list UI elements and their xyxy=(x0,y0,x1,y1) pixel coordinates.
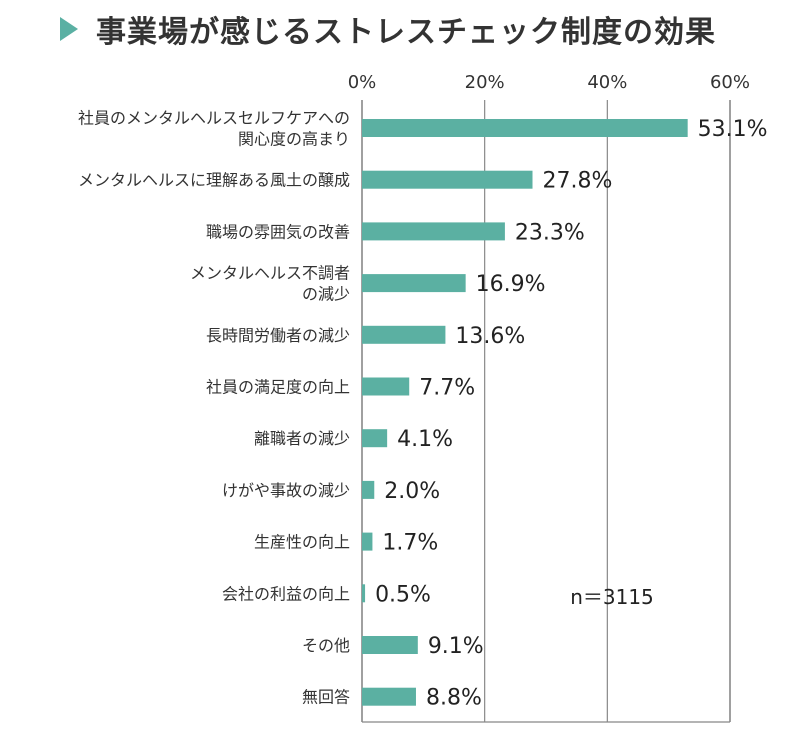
category-label: 社員のメンタルヘルスセルフケアへの xyxy=(78,109,350,128)
bar xyxy=(362,584,366,603)
bar xyxy=(362,222,505,241)
category-label: メンタルヘルス不調者 xyxy=(190,264,350,283)
category-label: 社員の満足度の向上 xyxy=(206,378,350,397)
category-label: 長時間労働者の減少 xyxy=(206,326,350,345)
x-tick-label: 20% xyxy=(465,72,505,93)
category-label: 生産性の向上 xyxy=(254,533,350,552)
data-label: 1.7% xyxy=(382,531,438,556)
category-label: 無回答 xyxy=(302,688,350,707)
category-label: 職場の雰囲気の改善 xyxy=(206,222,350,241)
data-label: 8.8% xyxy=(426,686,482,711)
triangle-marker-icon xyxy=(60,17,78,41)
chart-title: 事業場が感じるストレスチェック制度の効果 xyxy=(96,15,716,50)
data-label: 16.9% xyxy=(476,272,546,297)
bar xyxy=(362,687,416,706)
bar xyxy=(362,377,410,396)
category-label: の減少 xyxy=(302,285,350,304)
data-label: 23.3% xyxy=(515,220,585,245)
x-tick-label: 40% xyxy=(587,72,627,93)
bar xyxy=(362,636,418,654)
bar xyxy=(362,532,373,551)
category-label: 関心度の高まり xyxy=(238,130,350,149)
data-label: 2.0% xyxy=(384,479,440,504)
x-tick-label: 60% xyxy=(710,72,750,93)
data-label: 13.6% xyxy=(455,324,525,349)
data-label: 27.8% xyxy=(543,169,613,194)
bar xyxy=(362,170,533,189)
chart-title-row: 事業場が感じるストレスチェック制度の効果 xyxy=(60,4,716,54)
category-label: 離職者の減少 xyxy=(254,429,350,448)
bar xyxy=(362,325,446,344)
data-label: 0.5% xyxy=(375,582,431,607)
bar xyxy=(362,480,375,499)
bar xyxy=(362,429,388,448)
category-label: 会社の利益の向上 xyxy=(222,584,350,603)
data-label: 53.1% xyxy=(698,117,768,142)
category-label: けがや事故の減少 xyxy=(222,481,350,500)
data-label: 4.1% xyxy=(397,427,453,452)
category-label: その他 xyxy=(302,636,350,655)
sample-size-note: n＝3115 xyxy=(570,585,654,609)
bar xyxy=(362,119,688,137)
data-label: 7.7% xyxy=(419,376,475,401)
x-tick-label: 0% xyxy=(348,72,377,93)
bar xyxy=(362,274,466,293)
category-label: メンタルヘルスに理解ある風土の醸成 xyxy=(78,171,350,190)
data-label: 9.1% xyxy=(428,634,484,659)
